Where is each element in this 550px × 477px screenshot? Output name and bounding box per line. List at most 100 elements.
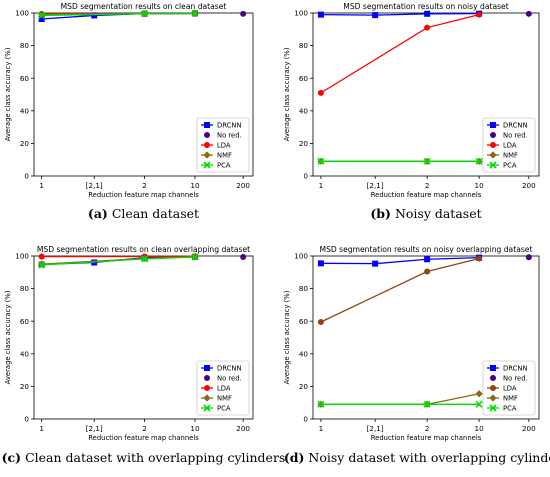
data-point bbox=[372, 261, 378, 267]
x-tick-label: 2 bbox=[425, 424, 430, 433]
legend-marker bbox=[490, 365, 496, 371]
x-tick-label: 200 bbox=[236, 181, 250, 190]
legend-label: No red. bbox=[503, 132, 528, 140]
chart-panel-2: MSD segmentation results on clean overla… bbox=[2, 245, 286, 465]
y-tick-label: 80 bbox=[299, 284, 309, 293]
legend-label: No red. bbox=[503, 375, 528, 383]
caption-text: Clean dataset bbox=[112, 206, 199, 221]
x-tick-label: 1 bbox=[319, 424, 324, 433]
legend-label: PCA bbox=[217, 405, 231, 413]
data-point bbox=[318, 260, 324, 266]
data-point bbox=[372, 12, 378, 18]
caption-text: Noisy dataset with overlapping cylinders bbox=[308, 450, 550, 465]
x-axis-label: Reduction feature map channels bbox=[371, 191, 482, 199]
x-tick-label: 10 bbox=[190, 424, 200, 433]
figure-caption: (a)Clean dataset bbox=[88, 206, 199, 221]
series-lda bbox=[318, 255, 482, 325]
y-tick-label: 20 bbox=[299, 139, 309, 148]
x-tick-label: [2,1] bbox=[367, 424, 384, 433]
legend-label: DRCNN bbox=[503, 122, 528, 130]
x-axis-label: Reduction feature map channels bbox=[88, 191, 199, 199]
x-tick-label: [2,1] bbox=[86, 424, 103, 433]
y-tick-label: 80 bbox=[20, 284, 30, 293]
caption-label: (b) bbox=[370, 206, 391, 221]
caption-text: Noisy dataset bbox=[395, 206, 482, 221]
legend-marker bbox=[204, 365, 210, 371]
caption-label: (d) bbox=[284, 450, 305, 465]
legend-marker bbox=[490, 142, 496, 148]
legend-label: No red. bbox=[217, 132, 242, 140]
series-line bbox=[321, 394, 479, 405]
series-no-red- bbox=[240, 11, 246, 17]
legend-marker bbox=[490, 375, 496, 381]
series-lda bbox=[39, 253, 198, 259]
data-point bbox=[526, 254, 532, 260]
y-tick-label: 80 bbox=[20, 41, 30, 50]
legend-marker bbox=[204, 122, 210, 128]
y-tick-label: 100 bbox=[294, 252, 308, 261]
y-tick-label: 40 bbox=[20, 349, 30, 358]
chart-title: MSD segmentation results on clean overla… bbox=[37, 245, 250, 254]
series-no-red- bbox=[526, 11, 532, 17]
x-tick-label: 10 bbox=[475, 424, 485, 433]
data-point bbox=[424, 256, 430, 262]
legend-label: DRCNN bbox=[217, 122, 242, 130]
y-axis-label: Average class accuracy (%) bbox=[4, 47, 12, 141]
series-line bbox=[321, 258, 479, 322]
chart-panel-1: MSD segmentation results on noisy datase… bbox=[283, 2, 539, 221]
caption-label: (c) bbox=[2, 450, 21, 465]
y-tick-label: 0 bbox=[24, 172, 29, 181]
caption-text: Clean dataset with overlapping cylinders bbox=[25, 450, 285, 465]
x-tick-label: 1 bbox=[319, 181, 324, 190]
figure-caption: (b) Noisy dataset bbox=[370, 206, 481, 221]
series-pca bbox=[318, 158, 482, 164]
x-axis-label: Reduction feature map channels bbox=[371, 434, 482, 442]
series-drcnn bbox=[39, 10, 198, 22]
chart-panel-3: MSD segmentation results on noisy overla… bbox=[283, 245, 550, 465]
legend-label: PCA bbox=[503, 405, 517, 413]
series-drcnn bbox=[318, 11, 482, 18]
series-nmf bbox=[317, 390, 482, 408]
data-point bbox=[476, 255, 482, 261]
y-tick-label: 0 bbox=[303, 415, 308, 424]
y-tick-label: 100 bbox=[294, 9, 308, 18]
legend-marker bbox=[204, 142, 210, 148]
x-tick-label: [2,1] bbox=[86, 181, 103, 190]
legend-label: DRCNN bbox=[217, 365, 242, 373]
legend-marker bbox=[490, 132, 496, 138]
series-no-red- bbox=[526, 254, 532, 260]
chart-title: MSD segmentation results on noisy overla… bbox=[320, 245, 533, 254]
legend-label: No red. bbox=[217, 375, 242, 383]
data-point bbox=[318, 12, 324, 18]
x-tick-label: 200 bbox=[522, 424, 536, 433]
series-line bbox=[42, 257, 195, 265]
x-tick-label: [2,1] bbox=[367, 181, 384, 190]
x-tick-label: 1 bbox=[39, 181, 44, 190]
legend-label: NMF bbox=[217, 152, 232, 160]
data-point bbox=[476, 390, 483, 397]
y-axis-label: Average class accuracy (%) bbox=[283, 290, 291, 384]
x-tick-label: 200 bbox=[522, 181, 536, 190]
data-point bbox=[424, 268, 430, 274]
data-point bbox=[39, 254, 45, 260]
series-no-red- bbox=[240, 254, 246, 260]
legend-marker bbox=[204, 132, 210, 138]
series-line bbox=[321, 15, 479, 93]
data-point bbox=[240, 11, 246, 17]
legend-marker bbox=[204, 375, 210, 381]
y-tick-label: 20 bbox=[20, 382, 30, 391]
y-tick-label: 40 bbox=[20, 106, 30, 115]
y-axis-label: Average class accuracy (%) bbox=[283, 47, 291, 141]
series-line bbox=[321, 258, 479, 264]
y-tick-label: 100 bbox=[15, 252, 29, 261]
legend-label: NMF bbox=[503, 395, 518, 403]
y-tick-label: 60 bbox=[299, 317, 309, 326]
y-tick-label: 40 bbox=[299, 349, 309, 358]
legend-label: LDA bbox=[503, 385, 517, 393]
figure-caption: (c) Clean dataset with overlapping cylind… bbox=[2, 450, 286, 465]
series-drcnn bbox=[318, 255, 482, 267]
